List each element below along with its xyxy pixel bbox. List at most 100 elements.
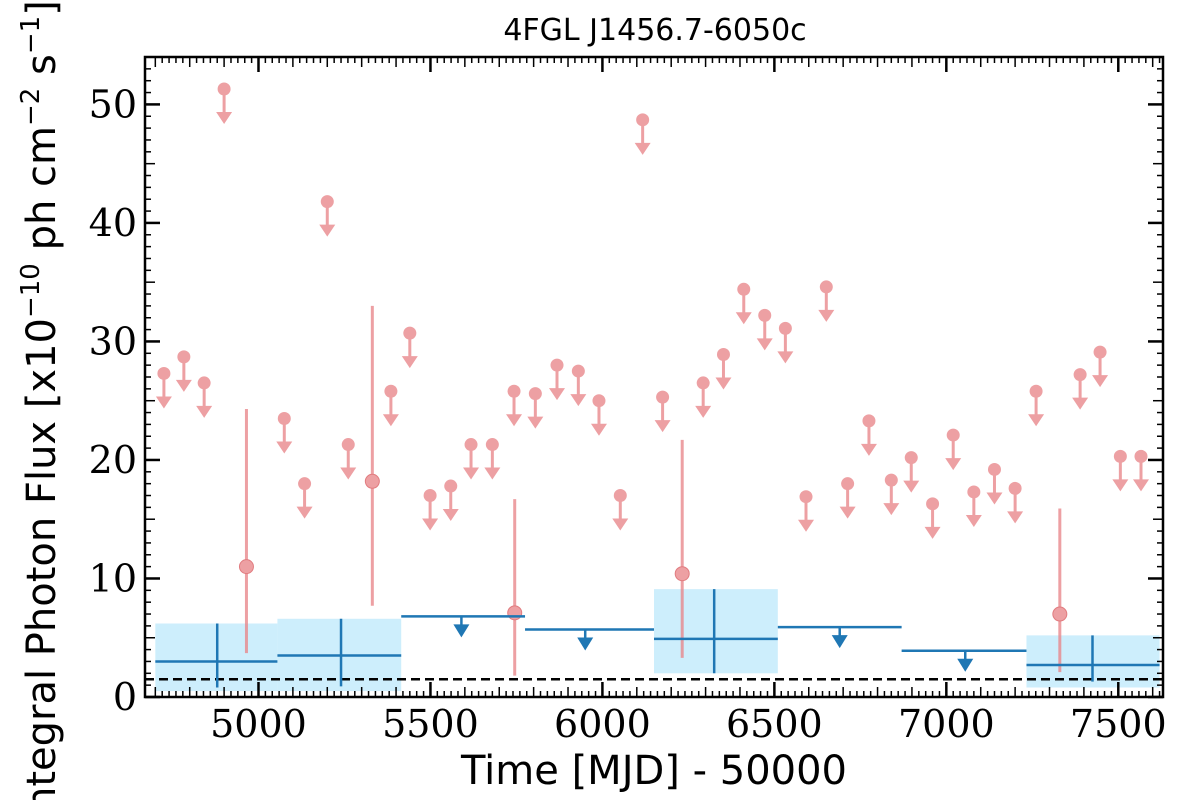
short-upper-limit-marker	[444, 479, 458, 493]
short-upper-limit-arrow	[1112, 479, 1129, 492]
short-detection	[238, 409, 254, 654]
short-upper-limit	[296, 477, 313, 519]
y-tick-label: 20	[89, 438, 137, 482]
x-tick-label: 7500	[1070, 702, 1167, 746]
long-upper-limit-arrow	[577, 637, 594, 651]
short-upper-limit	[463, 438, 480, 480]
short-upper-limit-marker	[464, 438, 478, 452]
short-upper-limit	[1028, 384, 1045, 427]
short-detection	[364, 305, 380, 606]
short-upper-limit	[903, 451, 920, 493]
short-upper-limit-marker	[1008, 481, 1022, 495]
short-upper-limit-marker	[277, 411, 291, 425]
short-upper-limit-arrow	[276, 441, 293, 454]
short-upper-limit-arrow	[965, 514, 982, 527]
short-upper-limit-arrow	[527, 416, 544, 429]
short-upper-limit-arrow	[296, 506, 313, 519]
short-upper-limit-arrow	[945, 458, 962, 471]
short-upper-limit	[1072, 368, 1089, 410]
long-upper-limit	[777, 625, 902, 649]
short-upper-limit-arrow	[570, 394, 587, 407]
short-upper-limit-arrow	[175, 379, 192, 392]
short-upper-limit-marker	[384, 384, 398, 398]
short-upper-limit-marker	[177, 350, 191, 364]
short-upper-limit-arrow	[860, 443, 877, 456]
short-upper-limit-marker	[696, 376, 710, 390]
short-upper-limit	[506, 384, 523, 427]
short-upper-limit-marker	[799, 490, 813, 504]
long-upper-limit-arrow	[957, 658, 974, 672]
short-upper-limit	[654, 390, 671, 433]
short-upper-limit	[422, 489, 439, 531]
short-upper-limit-marker	[1113, 449, 1127, 463]
x-tick-label: 7000	[898, 702, 995, 746]
short-upper-limit-arrow	[777, 351, 794, 364]
short-upper-limit	[715, 347, 732, 390]
short-upper-limit-arrow	[463, 467, 480, 480]
short-upper-limit-arrow	[506, 414, 523, 427]
short-upper-limit	[570, 364, 587, 407]
short-upper-limit	[1132, 449, 1149, 492]
short-upper-limit	[527, 387, 544, 429]
short-upper-limit-marker	[841, 477, 855, 491]
short-upper-limit-marker	[298, 477, 312, 491]
short-upper-limit-marker	[987, 462, 1001, 476]
long-upper-limit-arrow	[831, 635, 848, 649]
short-upper-limit	[175, 350, 192, 392]
short-upper-limit-arrow	[401, 356, 418, 369]
short-upper-limit-arrow	[484, 467, 501, 480]
short-detection-marker	[674, 566, 690, 582]
short-upper-limit-marker	[884, 473, 898, 487]
short-upper-limit	[735, 282, 752, 325]
short-upper-limit	[777, 321, 794, 364]
long-upper-limit-arrow	[453, 624, 470, 638]
short-upper-limit-arrow	[654, 420, 671, 433]
y-tick-label: 30	[89, 319, 137, 363]
y-tick-labels: 0 10 20 30 40 50	[89, 82, 137, 719]
short-upper-limit-arrow	[756, 338, 773, 351]
short-upper-limit-marker	[926, 497, 940, 511]
short-upper-limit	[965, 485, 982, 527]
y-tick-label: 10	[89, 556, 137, 600]
short-upper-limit	[319, 195, 336, 237]
short-upper-limit-marker	[778, 321, 792, 335]
short-upper-limit-marker	[946, 428, 960, 442]
short-upper-limit	[839, 477, 856, 519]
long-upper-limit	[525, 628, 654, 651]
short-upper-limit-marker	[571, 364, 585, 378]
short-upper-limit	[382, 384, 399, 427]
short-upper-limit-arrow	[216, 112, 233, 124]
short-upper-limit	[798, 490, 815, 532]
short-upper-limit-arrow	[735, 312, 752, 325]
chart-title: 4FGL J1456.7-6050c	[503, 13, 806, 48]
short-upper-limit	[756, 308, 773, 351]
short-upper-limit-marker	[507, 384, 521, 398]
short-upper-limit	[276, 411, 293, 454]
long-detection	[654, 589, 778, 674]
short-upper-limit-marker	[592, 394, 606, 408]
long-bins-series	[155, 589, 1160, 688]
short-upper-limit-marker	[403, 326, 417, 340]
short-upper-limit-marker	[613, 489, 627, 503]
short-upper-limit-marker	[1134, 449, 1148, 463]
short-detection-marker	[364, 473, 380, 489]
short-upper-limit	[924, 497, 941, 539]
short-detection-marker	[507, 605, 523, 621]
short-upper-limit-marker	[1029, 384, 1043, 398]
short-upper-limit-arrow	[634, 142, 651, 155]
short-upper-limit	[401, 326, 418, 369]
short-upper-limit-marker	[904, 451, 918, 465]
short-upper-limit-arrow	[818, 309, 835, 322]
short-upper-limit-arrow	[903, 480, 920, 493]
y-tick-label: 40	[89, 201, 137, 245]
long-detection	[1026, 635, 1160, 682]
y-tick-label: 50	[89, 82, 137, 126]
short-upper-limit-marker	[716, 347, 730, 361]
x-tick-label: 6500	[726, 702, 823, 746]
short-upper-limit-marker	[341, 438, 355, 452]
short-upper-limit	[986, 462, 1003, 505]
short-upper-limit-marker	[636, 113, 650, 127]
short-upper-limit-marker	[862, 414, 876, 428]
short-upper-limit-arrow	[382, 414, 399, 427]
